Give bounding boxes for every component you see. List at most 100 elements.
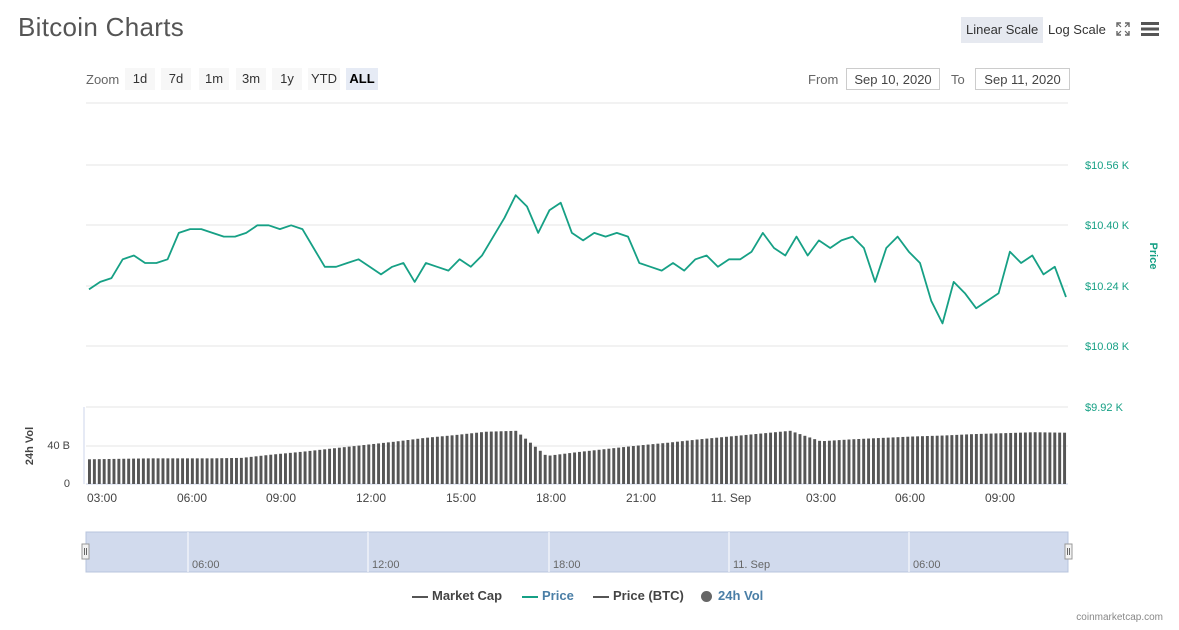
volume-bar (102, 459, 106, 484)
volume-bar (112, 458, 116, 484)
volume-bar (303, 451, 307, 484)
volume-bar (597, 449, 601, 484)
fullscreen-icon[interactable] (1116, 22, 1130, 36)
zoom-button-7d[interactable]: 7d (161, 68, 191, 90)
market-cap-line-icon (412, 595, 428, 598)
volume-bar (823, 441, 826, 484)
price-axis-ticks: $10.56 K $10.40 K $10.24 K $10.08 K $9.92 K (1085, 160, 1130, 414)
volume-bar (264, 455, 268, 484)
volume-bar (744, 434, 748, 484)
volume-bar (612, 448, 616, 484)
navigator-right-handle[interactable] (1064, 543, 1073, 560)
volume-bar (563, 453, 567, 484)
x-tick-label: 09:00 (985, 491, 1015, 505)
volume-bar (480, 432, 483, 484)
legend-24h-vol[interactable]: 24h Vol (701, 588, 763, 603)
volume-bar (970, 434, 973, 484)
volume-bar (798, 434, 802, 484)
volume-bar (288, 452, 292, 484)
volume-tick-0: 0 (64, 478, 70, 490)
volume-bar (504, 431, 508, 484)
volume-bar (774, 432, 777, 484)
volume-bar (631, 446, 635, 484)
volume-bar (181, 458, 185, 484)
volume-bar (955, 434, 959, 484)
navigator-left-handle[interactable] (81, 543, 90, 560)
volume-bar (279, 453, 283, 484)
volume-bar (524, 438, 528, 484)
volume-bar (793, 432, 797, 484)
zoom-button-all[interactable]: ALL (346, 68, 378, 90)
credits-link[interactable]: coinmarketcap.com (1076, 612, 1163, 623)
volume-bar (347, 446, 351, 484)
x-tick-label: 03:00 (806, 491, 836, 505)
volume-bar (308, 450, 312, 484)
navigator-ticks: 06:00 12:00 18:00 11. Sep 06:00 (187, 532, 941, 572)
volume-bar (636, 445, 640, 484)
volume-bar (842, 439, 846, 484)
volume-bar (676, 441, 679, 484)
volume-bar (377, 443, 381, 484)
volume-bar (538, 450, 542, 484)
volume-bar (558, 454, 562, 484)
volume-bar (146, 458, 150, 484)
volume-bar (352, 446, 356, 484)
volume-bar (587, 450, 591, 484)
volume-bar (1043, 432, 1047, 484)
volume-bar (1033, 432, 1037, 484)
legend-market-cap[interactable]: Market Cap (412, 588, 502, 603)
zoom-button-1m[interactable]: 1m (199, 68, 229, 90)
legend-price-btc[interactable]: Price (BTC) (593, 588, 684, 603)
volume-bar (548, 455, 552, 484)
volume-bar (127, 458, 131, 484)
volume-bar (509, 430, 513, 484)
to-date-input[interactable]: Sep 11, 2020 (975, 68, 1070, 90)
volume-bar (925, 436, 929, 484)
volume-bar (519, 434, 523, 484)
zoom-button-ytd[interactable]: YTD (308, 68, 340, 90)
volume-bar (886, 437, 890, 484)
zoom-button-1d[interactable]: 1d (125, 68, 155, 90)
volume-bar (857, 439, 861, 484)
log-scale-button[interactable]: Log Scale (1048, 22, 1106, 37)
volume-bar (827, 440, 831, 484)
volume-bar (965, 434, 969, 484)
volume-bar (661, 443, 665, 484)
volume-bar (769, 432, 773, 484)
volume-bar (274, 454, 278, 484)
volume-bar (671, 442, 675, 484)
menu-icon[interactable] (1141, 22, 1159, 36)
linear-scale-button[interactable]: Linear Scale (961, 17, 1044, 43)
volume-bar (685, 440, 689, 484)
volume-bar (778, 431, 782, 484)
volume-bar (666, 442, 670, 484)
volume-bar (97, 459, 101, 484)
from-date-input[interactable]: Sep 10, 2020 (846, 68, 940, 90)
volume-bar (690, 440, 694, 484)
volume-bar (656, 443, 660, 484)
x-tick-label: 11. Sep (711, 491, 752, 505)
x-tick-label: 06:00 (895, 491, 925, 505)
volume-bar (489, 431, 493, 484)
volume-bar (1028, 432, 1032, 484)
x-tick-label: 06:00 (177, 491, 207, 505)
price-tick-label: $10.08 K (1085, 341, 1130, 353)
volume-bar (940, 435, 944, 484)
volume-bar (499, 431, 503, 484)
volume-bar (1053, 432, 1057, 484)
legend-price[interactable]: Price (522, 588, 574, 603)
volume-bar (367, 444, 371, 484)
volume-bar (362, 445, 366, 484)
x-tick-label: 21:00 (626, 491, 656, 505)
price-line-icon (522, 595, 538, 598)
volume-bar (582, 451, 586, 484)
volume-bar (729, 436, 733, 484)
volume-bar (411, 439, 415, 484)
volume-bar (465, 433, 469, 484)
zoom-button-3m[interactable]: 3m (236, 68, 266, 90)
volume-bar (553, 454, 557, 484)
navigator-range[interactable] (85, 531, 1069, 573)
zoom-button-1y[interactable]: 1y (272, 68, 302, 90)
x-tick-label: 18:00 (536, 491, 566, 505)
price-tick-label: $9.92 K (1085, 402, 1124, 414)
